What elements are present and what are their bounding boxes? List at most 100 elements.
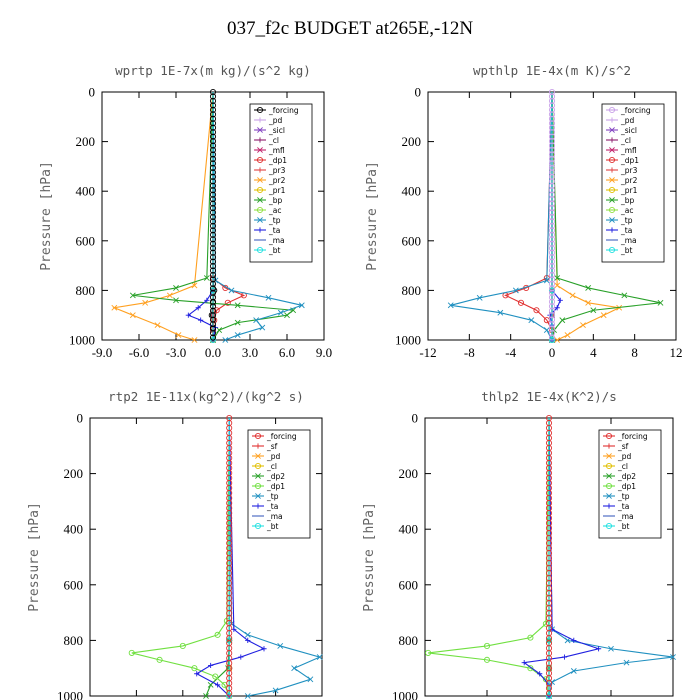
data-point (226, 692, 233, 700)
zero-line-marker (209, 325, 217, 332)
zero-line-marker (548, 196, 556, 203)
data-point (129, 292, 136, 299)
panel-title: wprtp 1E-7x(m kg)/(s^2 kg) (115, 63, 311, 78)
data-point (154, 322, 161, 329)
legend-label: _dp1 (268, 156, 287, 165)
data-point (195, 305, 201, 311)
legend-label: _tp (620, 216, 633, 225)
legend-label: _dp2 (617, 472, 636, 481)
zero-line-marker (209, 196, 217, 203)
zero-line-marker (548, 307, 556, 314)
zero-line-marker (209, 173, 217, 180)
data-point (209, 287, 217, 294)
data-point (608, 645, 614, 652)
data-point (307, 676, 314, 683)
x-tick-label: 4 (590, 345, 597, 360)
legend-marker (605, 432, 613, 440)
zero-line-marker (548, 325, 556, 332)
data-point (548, 287, 556, 294)
data-point (571, 637, 577, 643)
zero-line-marker (548, 169, 556, 176)
legend-marker (606, 473, 612, 479)
legend-marker (257, 167, 263, 173)
zero-line-marker (209, 120, 217, 127)
data-point (185, 312, 191, 318)
y-tick-label: 1000 (57, 689, 83, 700)
data-point (533, 307, 540, 314)
legend: _forcing_sf_pd_cl_dp2_dp1_tp_ta_ma_bt (598, 429, 662, 539)
data-point (545, 637, 553, 644)
zero-line-marker (209, 254, 217, 261)
y-tick-label: 600 (402, 233, 422, 248)
zero-line-marker (209, 263, 217, 270)
legend-marker (254, 482, 262, 490)
y-tick-label: 200 (64, 466, 84, 481)
legend-marker (255, 493, 261, 499)
data-point (216, 327, 223, 333)
y-tick-label: 1000 (395, 333, 421, 348)
x-tick-label: 3.0 (242, 345, 258, 360)
legend-label: _dp2 (266, 472, 285, 481)
x-tick-label: -9.0 (92, 345, 113, 360)
legend-label: _ac (620, 206, 633, 215)
data-point (129, 312, 136, 319)
legend-marker (257, 137, 263, 143)
zero-line-marker (209, 231, 217, 238)
zero-line-marker (209, 106, 217, 113)
legend-label: _mfl (620, 146, 637, 155)
zero-line-marker (548, 218, 556, 225)
y-tick-label: 0 (415, 85, 422, 100)
data-point (483, 642, 491, 650)
zero-line-marker (548, 330, 556, 337)
zero-line-marker (209, 258, 217, 265)
zero-line-marker (209, 164, 217, 171)
series-line (504, 91, 553, 340)
series-line (212, 92, 246, 340)
legend-marker (257, 217, 263, 223)
legend-marker (609, 227, 615, 233)
legend-label: _ta (620, 226, 632, 235)
data-point (225, 665, 231, 672)
legend-label: _pd (617, 452, 632, 461)
zero-line-marker (209, 312, 217, 319)
data-point (204, 297, 210, 303)
data-point (585, 285, 592, 291)
zero-line-marker (548, 321, 556, 328)
y-tick-label: 400 (399, 522, 419, 537)
legend-label: _forcing (617, 432, 648, 441)
zero-line-marker (548, 120, 556, 127)
panel-title: thlp2 1E-4x(K^2)/s (481, 389, 616, 404)
series-line (212, 91, 304, 341)
zero-line-marker (209, 280, 217, 288)
legend-marker (254, 462, 262, 470)
data-point (214, 631, 221, 638)
data-point (561, 654, 568, 660)
zero-line-marker (548, 160, 556, 167)
legend-marker (606, 503, 612, 509)
legend-label: _mfl (268, 146, 285, 155)
data-point (215, 682, 221, 688)
data-point (191, 337, 198, 343)
x-tick-label: 0.0 (205, 345, 221, 360)
y-tick-label: 1000 (69, 333, 95, 348)
series-line (205, 418, 230, 697)
data-point (537, 671, 543, 677)
legend-label: _dp1 (617, 482, 636, 491)
zero-line-marker (209, 298, 217, 305)
data-point (554, 275, 561, 281)
zero-line-marker (545, 690, 553, 697)
zero-line-marker (209, 303, 217, 310)
legend-marker (609, 147, 615, 153)
zero-line-marker (548, 142, 556, 149)
data-point (209, 336, 217, 344)
legend-marker (256, 156, 264, 164)
data-point (191, 282, 198, 289)
data-point (557, 297, 563, 303)
data-point (212, 673, 219, 680)
zero-line-marker (548, 254, 556, 261)
panel-title: wpthlp 1E-4x(m K)/s^2 (473, 63, 631, 78)
zero-line-marker (548, 151, 556, 158)
data-point (543, 327, 550, 333)
zero-line-marker (548, 173, 556, 180)
panel-2: wpthlp 1E-4x(m K)/s^2 Pressure [hPa] 0 200 4… (365, 63, 683, 360)
